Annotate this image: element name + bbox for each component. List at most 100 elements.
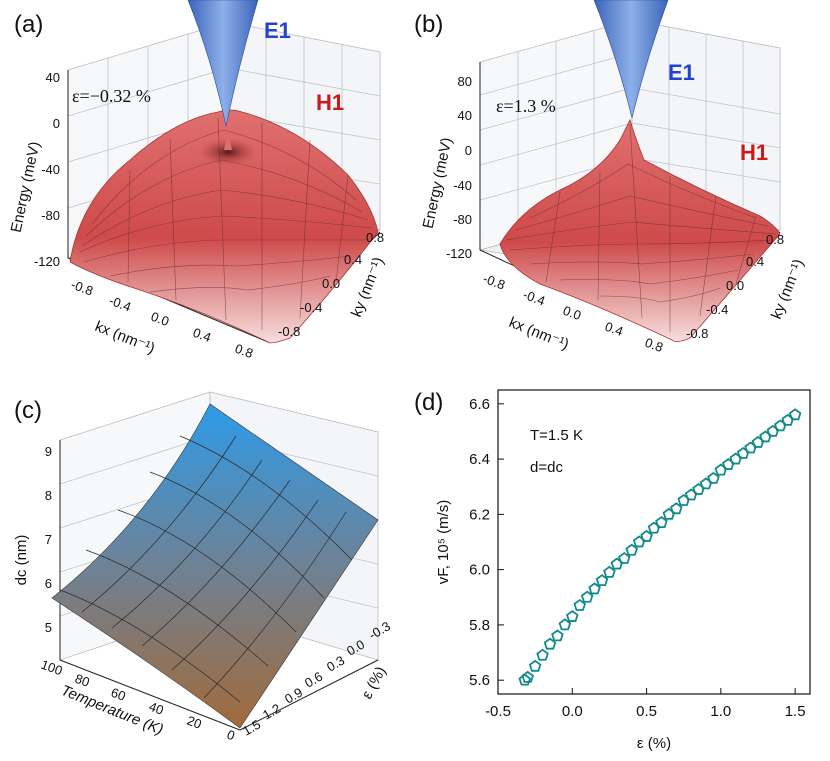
panel-b-z-tick: -120	[446, 246, 472, 261]
panel-c-y-tick: 0.9	[282, 685, 305, 707]
panel-a-e1-label: E1	[264, 18, 291, 43]
panel-c-x-tick: 40	[147, 699, 166, 718]
panel-b-y-ticks: 0.8 0.4 0.0 -0.4 -0.8	[686, 232, 784, 341]
panel-a-x-tick: 0.0	[149, 309, 171, 329]
data-point	[669, 502, 683, 515]
panel-a-y-tick: 0.4	[344, 252, 362, 267]
panel-c-label: (c)	[14, 397, 42, 424]
panel-c-surface	[51, 403, 379, 729]
data-point	[788, 408, 802, 421]
panel-b-z-ticks: 80 40 0 -40 -80 -120	[446, 74, 472, 261]
panel-b-e1-label: E1	[668, 60, 695, 85]
panel-c-x-tick: 100	[39, 657, 65, 679]
data-point	[603, 565, 616, 578]
panel-a-y-tick: -0.8	[278, 324, 300, 339]
panel-b-x-tick: -0.4	[521, 287, 547, 309]
panel-c-z-tick: 5	[45, 620, 52, 635]
panel-d-ylabel: vF, 10⁵ (m/s)	[435, 500, 452, 585]
panel-a-x-ticks: -0.8 -0.4 0.0 0.4 0.8	[69, 277, 255, 361]
data-point	[595, 574, 609, 587]
y-tick-label: 5.8	[469, 617, 490, 634]
panel-a-h1-surface	[69, 109, 379, 344]
panel-c-ylabel: ε (%)	[359, 664, 390, 702]
panel-c-x-tick: 60	[109, 685, 128, 704]
data-point	[580, 590, 594, 603]
panel-d-series	[518, 408, 802, 686]
panel-a-strain: ε=−0.32 %	[72, 86, 151, 106]
data-point	[625, 543, 639, 556]
panel-a-z-tick: -80	[41, 208, 60, 223]
panel-b-zlabel: Energy (meV)	[420, 136, 456, 230]
panel-a-h1-label: H1	[316, 90, 344, 115]
panel-a-y-tick: 0.0	[322, 276, 340, 291]
panel-c-z-tick: 9	[45, 444, 52, 459]
panel-c-y-tick: 1.2	[260, 701, 283, 723]
data-point	[518, 673, 532, 686]
panel-b-e1-cone	[593, 0, 669, 119]
panel-b-y-tick: 0.8	[766, 232, 784, 247]
data-point	[588, 582, 601, 595]
x-tick-label: 0.0	[562, 703, 583, 720]
panel-b-z-tick: -40	[453, 178, 472, 193]
panel-b-z-tick: 40	[458, 108, 472, 123]
panel-a-e1-cone	[187, 0, 259, 127]
panel-c-z-ticks: 9 8 7 6 5	[45, 444, 52, 635]
panel-c-z-tick: 6	[45, 576, 52, 591]
x-tick-label: 0.5	[636, 703, 657, 720]
panel-c-z-tick: 8	[45, 488, 52, 503]
panel-c-x-tick: 20	[185, 713, 204, 732]
panel-b-label: (b)	[414, 11, 443, 38]
panel-a-z-tick: 0	[53, 116, 60, 131]
panel-b-x-tick: 0.8	[643, 335, 665, 355]
panel-d-x-ticks: -0.5 0.0 0.5 1.0 1.5	[485, 688, 806, 720]
data-point	[707, 471, 720, 484]
panel-a-y-tick: -0.4	[300, 300, 322, 315]
panel-b-y-tick: 0.0	[726, 278, 744, 293]
panel-a-x-tick: -0.4	[107, 293, 133, 315]
panel-b-strain: ε=1.3 %	[496, 96, 556, 116]
panel-b-x-tick: 0.0	[561, 303, 583, 323]
panel-a-xlabel: kx (nm⁻¹)	[93, 318, 158, 357]
y-tick-label: 5.6	[469, 672, 490, 689]
x-tick-label: 1.0	[710, 703, 731, 720]
panel-b-y-tick: -0.4	[706, 302, 728, 317]
panel-b-y-tick: 0.4	[746, 254, 764, 269]
data-point	[536, 648, 549, 661]
panel-c-y-tick: 0.6	[302, 669, 325, 691]
panel-d-annotation-d: d=dc	[530, 459, 563, 476]
y-tick-label: 6.6	[469, 396, 490, 413]
panel-a-z-tick: 40	[46, 70, 60, 85]
data-point	[528, 659, 542, 672]
panel-b-x-tick: -0.8	[481, 271, 507, 293]
panel-d-plot-frame	[497, 389, 811, 695]
data-point	[543, 637, 557, 650]
panel-b-xlabel: kx (nm⁻¹)	[507, 314, 572, 353]
panel-c-x-ticks: 100 80 60 40 20 0	[39, 657, 237, 744]
panel-b-x-ticks: -0.8 -0.4 0.0 0.4 0.8	[481, 271, 665, 355]
x-tick-label: 1.5	[785, 703, 806, 720]
data-point	[640, 529, 653, 542]
panel-d-annotation-T: T=1.5 K	[530, 427, 583, 444]
data-point	[565, 610, 579, 622]
data-point	[558, 618, 572, 631]
x-tick-label: -0.5	[485, 703, 511, 720]
panel-c-x-tick: 80	[73, 671, 92, 690]
panel-b-y-tick: -0.8	[686, 326, 708, 341]
panel-a-y-ticks: 0.8 0.4 0.0 -0.4 -0.8	[278, 230, 384, 339]
panel-c-z-tick: 7	[45, 532, 52, 547]
panel-d-label: (d)	[414, 389, 443, 416]
data-point	[655, 516, 668, 528]
panel-a: (a)	[8, 0, 387, 361]
panel-a-z-ticks: 40 0 -40 -80 -120	[34, 70, 60, 269]
data-point	[573, 598, 587, 611]
panel-c-x-tick: 0	[225, 727, 237, 744]
panel-a-label: (a)	[14, 11, 43, 38]
panel-b-h1-surface	[499, 118, 781, 342]
panel-b-z-tick: -80	[453, 212, 472, 227]
panel-a-z-tick: -40	[41, 162, 60, 177]
panel-b-ylabel: ky (nm⁻¹)	[768, 257, 807, 322]
panel-b-z-tick: 0	[465, 143, 472, 158]
data-point	[521, 670, 535, 683]
panel-b-x-tick: 0.4	[603, 319, 625, 339]
